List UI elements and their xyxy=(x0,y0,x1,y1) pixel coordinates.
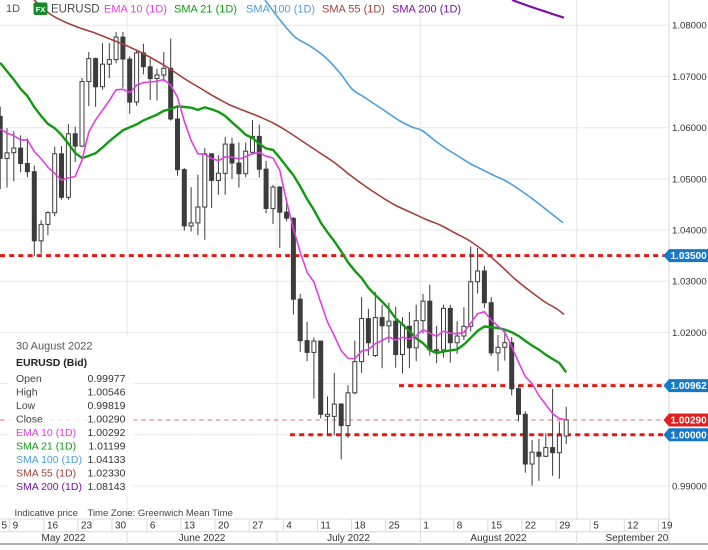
svg-text:SMA 21 (1D): SMA 21 (1D) xyxy=(174,3,237,15)
svg-text:1.07000: 1.07000 xyxy=(672,72,707,83)
svg-text:SMA 100 (1D): SMA 100 (1D) xyxy=(16,454,82,466)
svg-text:Close: Close xyxy=(16,414,43,426)
svg-text:29: 29 xyxy=(559,521,571,532)
svg-text:1.08143: 1.08143 xyxy=(88,481,126,493)
svg-text:0.99000: 0.99000 xyxy=(672,481,707,492)
svg-text:EMA 10 (1D): EMA 10 (1D) xyxy=(104,3,167,15)
svg-text:SMA 200 (1D): SMA 200 (1D) xyxy=(392,3,461,15)
svg-text:1D: 1D xyxy=(6,3,20,15)
svg-text:12: 12 xyxy=(627,521,639,532)
svg-text:May 2022: May 2022 xyxy=(42,533,86,544)
svg-text:SMA 55 (1D): SMA 55 (1D) xyxy=(16,468,76,480)
svg-text:Indicative price: Indicative price xyxy=(15,508,78,519)
svg-text:EMA 10 (1D): EMA 10 (1D) xyxy=(16,427,76,439)
svg-text:1.02330: 1.02330 xyxy=(88,468,126,480)
svg-text:Time Zone: Greenwich Mean Time: Time Zone: Greenwich Mean Time xyxy=(88,508,233,519)
svg-text:High: High xyxy=(16,387,38,399)
svg-text:15: 15 xyxy=(491,521,503,532)
svg-text:Low: Low xyxy=(16,400,36,412)
svg-text:8: 8 xyxy=(457,521,463,532)
svg-text:0.99819: 0.99819 xyxy=(88,400,126,412)
svg-text:0.99977: 0.99977 xyxy=(88,373,126,385)
svg-text:22: 22 xyxy=(525,521,537,532)
svg-text:1.00546: 1.00546 xyxy=(88,387,126,399)
svg-text:EURUSD (Bid): EURUSD (Bid) xyxy=(16,357,87,369)
svg-text:18: 18 xyxy=(355,521,367,532)
svg-text:25: 25 xyxy=(389,521,401,532)
svg-text:1.02000: 1.02000 xyxy=(672,328,707,339)
svg-text:July 2022: July 2022 xyxy=(327,533,370,544)
svg-text:1.08000: 1.08000 xyxy=(672,21,707,32)
svg-text:SMA 55 (1D): SMA 55 (1D) xyxy=(322,3,385,15)
svg-text:27: 27 xyxy=(252,521,264,532)
svg-text:5: 5 xyxy=(2,521,8,532)
svg-text:5: 5 xyxy=(593,521,599,532)
svg-text:1.00290: 1.00290 xyxy=(88,414,126,426)
svg-text:9: 9 xyxy=(13,521,19,532)
svg-text:1.04133: 1.04133 xyxy=(88,454,126,466)
svg-text:1.05000: 1.05000 xyxy=(672,174,707,185)
svg-text:EURUSD: EURUSD xyxy=(51,3,100,15)
svg-text:4: 4 xyxy=(286,521,292,532)
svg-text:Open: Open xyxy=(16,373,42,385)
svg-text:1.06000: 1.06000 xyxy=(672,123,707,134)
svg-text:16: 16 xyxy=(47,521,59,532)
svg-text:August 2022: August 2022 xyxy=(470,533,527,544)
svg-text:September 2022: September 2022 xyxy=(606,533,680,544)
svg-text:1.03000: 1.03000 xyxy=(672,277,707,288)
svg-text:1.01199: 1.01199 xyxy=(88,441,125,453)
svg-text:FX: FX xyxy=(36,5,46,14)
svg-text:1.00000: 1.00000 xyxy=(671,430,708,441)
svg-text:1: 1 xyxy=(423,521,429,532)
svg-text:1.04000: 1.04000 xyxy=(672,225,707,236)
svg-text:1.00292: 1.00292 xyxy=(88,427,126,439)
svg-text:13: 13 xyxy=(184,521,196,532)
svg-text:SMA 21 (1D): SMA 21 (1D) xyxy=(16,441,76,453)
svg-text:1.00962: 1.00962 xyxy=(671,381,708,392)
svg-text:June 2022: June 2022 xyxy=(179,533,226,544)
svg-text:1.00290: 1.00290 xyxy=(671,416,708,427)
svg-text:SMA 200 (1D): SMA 200 (1D) xyxy=(16,481,82,493)
svg-text:6: 6 xyxy=(150,521,156,532)
svg-text:30 August 2022: 30 August 2022 xyxy=(16,341,92,353)
svg-text:1.03500: 1.03500 xyxy=(671,251,708,262)
svg-text:11: 11 xyxy=(320,521,331,532)
svg-text:30: 30 xyxy=(115,521,127,532)
svg-text:SMA 100 (1D): SMA 100 (1D) xyxy=(246,3,315,15)
svg-text:23: 23 xyxy=(81,521,93,532)
svg-text:20: 20 xyxy=(218,521,230,532)
svg-text:19: 19 xyxy=(661,521,673,532)
